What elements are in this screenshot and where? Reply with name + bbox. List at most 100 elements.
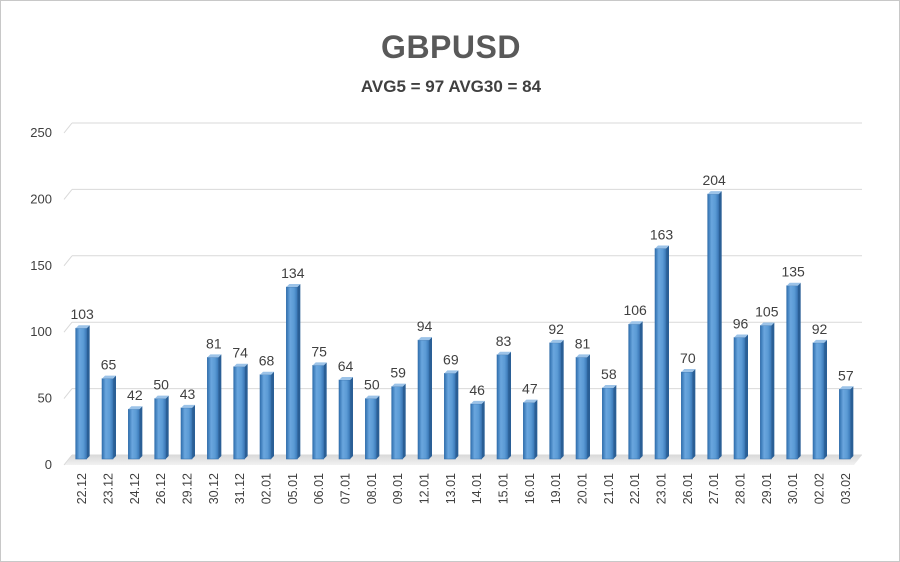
bar-top (576, 354, 590, 358)
data-label: 59 (390, 365, 406, 381)
data-label: 106 (623, 302, 647, 318)
data-label: 50 (153, 377, 169, 393)
bar-top (181, 404, 195, 408)
bar-top (128, 406, 143, 410)
x-tick-label: 26.12 (154, 473, 168, 504)
data-label: 46 (469, 382, 485, 398)
bar (207, 357, 219, 460)
bar-top (707, 191, 722, 195)
bar-side (692, 369, 696, 459)
x-tick-label: 23.01 (655, 473, 669, 504)
bar-side (771, 322, 775, 459)
x-tick-label: 23.12 (102, 473, 116, 504)
y-tick-label: 100 (30, 324, 52, 339)
y-tick-label: 200 (30, 191, 52, 206)
data-label: 135 (781, 264, 805, 280)
bar-side (165, 395, 169, 459)
bar (628, 323, 640, 460)
data-label: 134 (281, 265, 305, 281)
gridline-depth (63, 189, 73, 200)
x-tick-label: 30.01 (786, 473, 800, 504)
bar-side (244, 363, 248, 459)
bar (681, 371, 693, 460)
x-tick-label: 29.12 (181, 473, 195, 504)
bar-top (339, 377, 353, 381)
data-labels: 103 65 42 50 43 81 74 68 134 75 64 50 59 94 69 46 83 47 92… (70, 172, 853, 403)
data-label: 163 (650, 227, 674, 243)
bar-top (207, 354, 222, 358)
data-label: 81 (206, 335, 222, 351)
bar (470, 403, 482, 460)
bar (733, 337, 746, 460)
data-label: 43 (180, 386, 196, 402)
x-tick-label: 31.12 (233, 473, 247, 504)
bar-side (402, 383, 406, 459)
bar-side (323, 362, 327, 459)
y-axis-ticks: 0 50 100 150 200 250 (30, 125, 52, 472)
bar (523, 402, 535, 460)
bar (786, 285, 798, 460)
bar (444, 373, 456, 460)
data-label: 50 (364, 377, 380, 393)
bar (259, 374, 272, 460)
bar-side (455, 370, 459, 459)
x-tick-label: 03.02 (839, 473, 853, 504)
x-tick-label: 16.01 (523, 473, 537, 504)
data-label: 83 (496, 333, 512, 349)
gridline-depth (63, 388, 73, 399)
data-label: 57 (838, 367, 854, 383)
bar-side (824, 339, 827, 459)
bar-top (813, 339, 827, 343)
x-tick-label: 08.01 (365, 473, 379, 504)
bar-top (233, 363, 248, 367)
x-tick-label: 02.02 (813, 473, 827, 504)
bar-side (639, 321, 643, 459)
x-tick-label: 27.01 (707, 473, 721, 504)
bar-top (549, 339, 564, 343)
x-tick-label: 13.01 (444, 473, 458, 504)
bar-top (602, 384, 617, 388)
bar (760, 325, 772, 460)
bar (496, 354, 509, 460)
bar-top (260, 371, 274, 375)
x-tick-label: 06.01 (312, 473, 326, 504)
bar-top (839, 386, 854, 390)
data-label: 74 (232, 345, 248, 361)
bar (286, 286, 298, 460)
x-tick-label: 02.01 (260, 473, 274, 504)
data-label: 105 (755, 304, 779, 320)
gridline-depth (63, 321, 73, 333)
y-tick-label: 50 (38, 391, 52, 406)
bar (549, 342, 561, 460)
data-label: 96 (733, 316, 749, 332)
bar (154, 398, 166, 460)
bar-top (497, 351, 511, 355)
gridline-depth (63, 255, 73, 267)
x-tick-label: 29.01 (760, 473, 774, 504)
bar-side (350, 377, 353, 459)
bar-top (365, 395, 380, 399)
x-tick-label: 09.01 (391, 473, 405, 504)
data-label: 58 (601, 366, 617, 382)
bar (233, 366, 245, 460)
x-axis-ticks: 22.12 23.12 24.12 26.12 29.12 30.12 31.12 02.01… (75, 473, 853, 504)
bar (75, 327, 87, 460)
gridline-depth (63, 454, 73, 466)
bar-top (628, 321, 643, 325)
data-label: 92 (812, 321, 828, 337)
data-label: 69 (443, 351, 459, 367)
bar-side (139, 406, 143, 459)
bar-side (745, 334, 748, 459)
bar (654, 248, 667, 460)
bar-side (797, 282, 801, 459)
bar (812, 342, 825, 460)
bar-side (376, 395, 380, 459)
bar-side (192, 404, 195, 459)
bar-top (734, 334, 748, 338)
bar-top (154, 395, 169, 399)
x-tick-label: 30.12 (207, 473, 221, 504)
bar-top (391, 383, 406, 387)
gridline-depth (63, 122, 73, 134)
bar-side (534, 399, 538, 459)
